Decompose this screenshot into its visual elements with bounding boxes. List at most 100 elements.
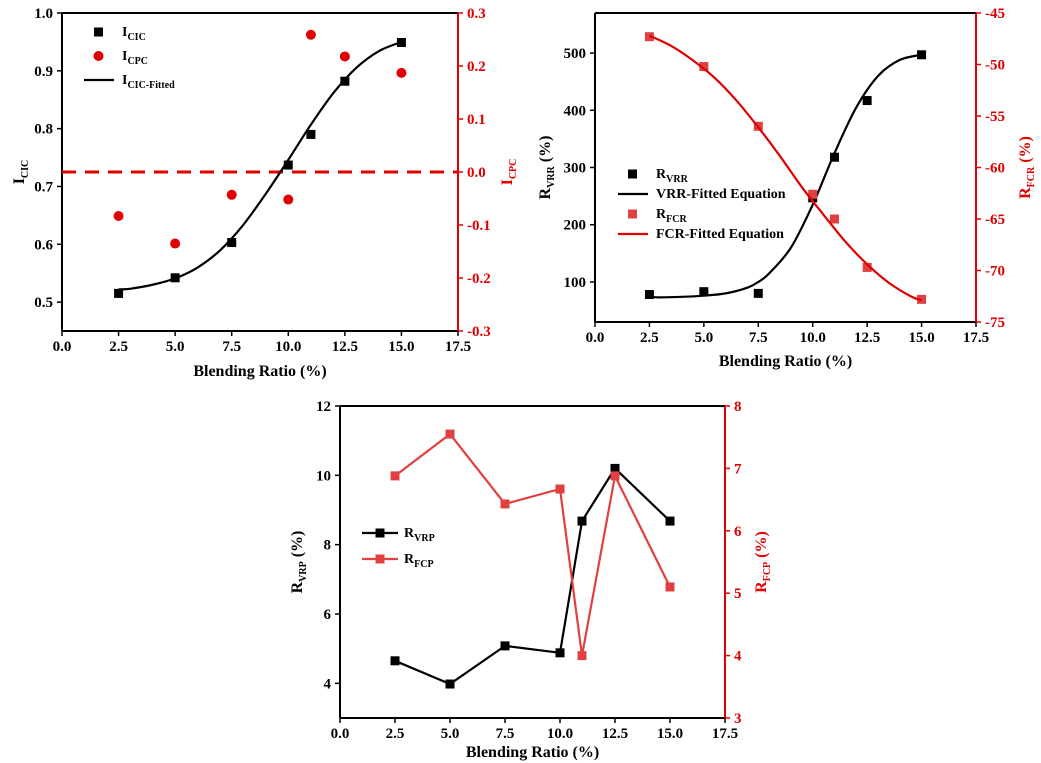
legend-label-main: I xyxy=(122,25,127,40)
y2-tick-label: -50 xyxy=(985,58,1005,74)
y2-tick-label: -65 xyxy=(985,212,1005,228)
y-axis-label-sub: CIC xyxy=(20,160,31,178)
y-axis-label: ICIC xyxy=(11,160,31,185)
x-tick-label: 17.5 xyxy=(445,339,471,355)
data-point-square xyxy=(665,582,675,592)
y2-axis-label-main: R xyxy=(753,581,770,593)
y2-tick-label: -0.2 xyxy=(467,271,491,287)
y-tick-label: 0.8 xyxy=(34,122,53,138)
y-tick-label: 0.6 xyxy=(34,237,53,253)
x-tick-label: 12.5 xyxy=(332,339,358,355)
data-point-square xyxy=(829,214,839,224)
y2-tick-label: -0.1 xyxy=(467,218,491,234)
x-tick-label: 7.5 xyxy=(749,330,768,346)
legend-label-sub: CIC xyxy=(127,32,145,43)
series-vrp xyxy=(390,463,675,689)
y-axis-label: RVRP (%) xyxy=(289,531,309,594)
x-tick-label: 5.0 xyxy=(441,726,460,742)
series-cpc xyxy=(113,29,407,249)
legend-marker xyxy=(628,209,637,219)
y2-tick-label: 8 xyxy=(734,399,742,415)
x-tick-label: 17.5 xyxy=(712,726,738,742)
y2-tick-label: -70 xyxy=(985,264,1005,280)
series-cic-fitted xyxy=(118,40,402,291)
y2-tick-label: -60 xyxy=(985,161,1005,177)
x-axis-label: Blending Ratio (%) xyxy=(719,353,852,370)
y2-axis-label: RFCP (%) xyxy=(753,531,773,593)
legend-label-main: R xyxy=(656,167,667,182)
legend-label-main: R xyxy=(656,207,667,222)
x-tick-label: 7.5 xyxy=(222,339,241,355)
chart-2: 0.0 2.5 5.0 7.5 10.0 12.5 15.0 17.5 100 200 300 400… xyxy=(537,6,1037,370)
data-point-square xyxy=(306,129,316,139)
legend-marker xyxy=(94,27,103,37)
legend-marker xyxy=(375,528,385,538)
y-tick-label: 10 xyxy=(316,468,331,484)
x-tick-label: 0.0 xyxy=(586,330,605,346)
legend-label: ICIC xyxy=(122,25,146,43)
x-tick-label: 5.0 xyxy=(694,330,713,346)
y2-tick-label: 0.3 xyxy=(467,6,486,22)
legend-label: RVRP xyxy=(404,526,435,544)
y2-axis-label-sub: FCP xyxy=(762,562,773,581)
legend-marker xyxy=(93,51,104,61)
x-tick-label: 12.5 xyxy=(854,330,880,346)
x-tick-label: 2.5 xyxy=(109,339,128,355)
y-axis-label-sub: VRR xyxy=(546,165,557,187)
legend-label-main: I xyxy=(122,49,127,64)
series-fcr xyxy=(644,32,927,304)
y-tick-label: 0.9 xyxy=(34,64,53,80)
x-tick-label: 15.0 xyxy=(388,339,414,355)
legend-label-main: R xyxy=(404,526,415,541)
data-point-square xyxy=(390,471,400,481)
data-point-square xyxy=(699,287,709,297)
y2-axis-label-sub: FCR xyxy=(1026,166,1037,187)
y2-axis-label-suffix: (%) xyxy=(753,531,770,562)
y-axis-label-main: I xyxy=(11,178,28,184)
x-axis-label: Blending Ratio (%) xyxy=(466,744,599,761)
legend-label: FCR-Fitted Equation xyxy=(656,227,784,242)
y-tick-label: 1.0 xyxy=(34,6,53,22)
series-vrr-fitted-equation-line xyxy=(649,53,922,299)
series-vrr-fitted-equation xyxy=(649,53,922,299)
y-axis-label-main: R xyxy=(289,581,306,593)
data-point-square xyxy=(699,62,709,72)
y-axis-label: RVRR (%) xyxy=(537,136,557,200)
data-point-square xyxy=(808,189,818,199)
data-point-circle xyxy=(226,189,237,200)
x-tick-label: 2.5 xyxy=(640,330,659,346)
legend-label: ICPC xyxy=(122,49,148,67)
y2-tick-label: 5 xyxy=(734,586,742,602)
legend-marker xyxy=(375,554,385,564)
data-point-square xyxy=(862,262,872,272)
legend-label-sub: VRR xyxy=(666,174,688,185)
legend-label-main: FCR-Fitted Equation xyxy=(656,227,784,242)
y2-axis-label-suffix: (%) xyxy=(1017,136,1034,167)
y-axis-label-suffix: (%) xyxy=(537,136,554,167)
data-point-square xyxy=(500,641,510,651)
data-point-circle xyxy=(339,51,350,62)
y2-tick-label: -55 xyxy=(985,109,1005,125)
data-point-square xyxy=(445,429,455,439)
x-tick-label: 10.0 xyxy=(547,726,573,742)
legend-label-sub: FCR xyxy=(666,214,687,225)
data-point-square xyxy=(829,152,839,162)
data-point-square xyxy=(610,463,620,473)
y-tick-label: 400 xyxy=(564,103,587,119)
y-tick-label: 0.5 xyxy=(34,295,53,311)
y-axis-label-suffix: (%) xyxy=(289,531,306,562)
y-tick-label: 12 xyxy=(316,399,331,415)
y2-tick-label: -45 xyxy=(985,6,1005,22)
y2-tick-label: -75 xyxy=(985,315,1005,331)
series-cic-fitted-line xyxy=(118,40,402,291)
y-tick-label: 300 xyxy=(564,161,587,177)
legend-label-sub: CIC-Fitted xyxy=(127,80,175,91)
legend-label: RVRR xyxy=(656,167,689,185)
data-point-square xyxy=(555,648,565,658)
data-point-circle xyxy=(305,29,316,40)
series-fcp-line xyxy=(394,432,671,656)
data-point-square xyxy=(390,656,400,666)
legend-label-sub: CPC xyxy=(127,56,148,67)
